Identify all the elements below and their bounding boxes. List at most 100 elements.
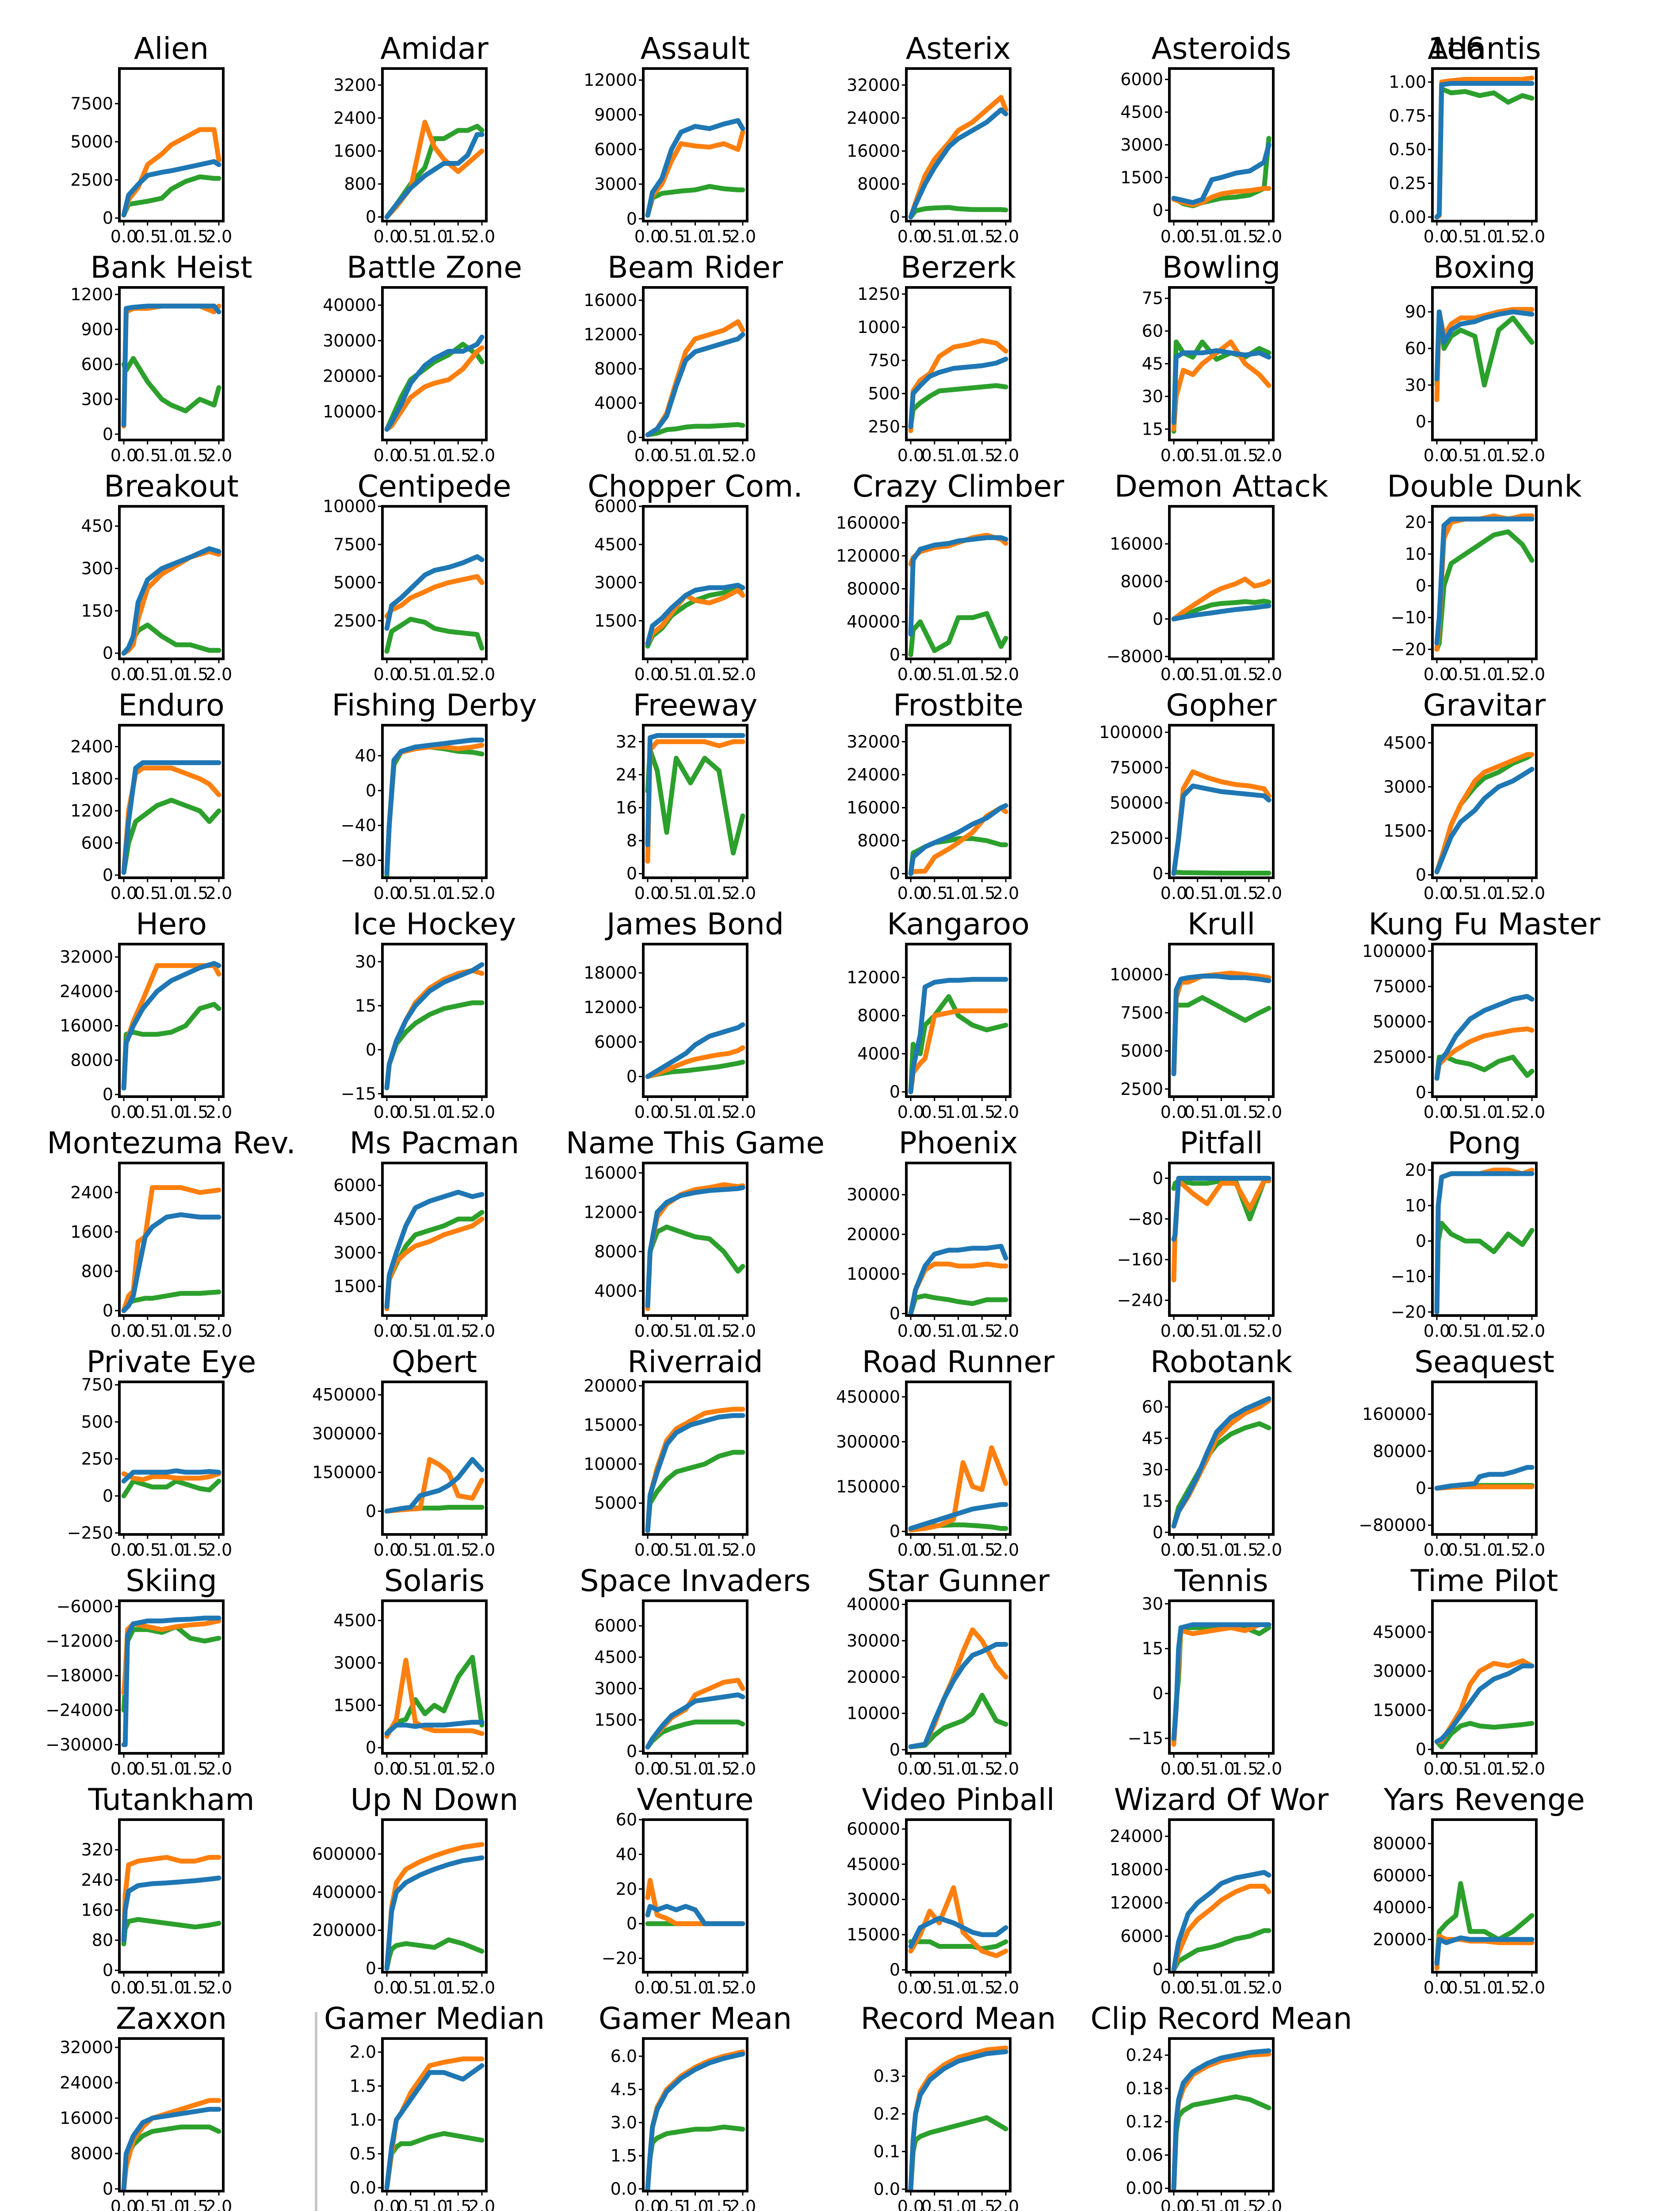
series-line-dreamerv2 [645,332,745,437]
x-tick-label: 0.5 [1447,665,1474,684]
series-line-no-reinforce [121,798,221,875]
x-tick-label: 1.0 [945,1978,971,1997]
x-tick-label: 1.0 [945,1102,971,1122]
y-tick-label: 150000 [836,1477,900,1496]
x-tick-label: 1.0 [1471,227,1497,246]
x-tick-label: 0.0 [111,1540,137,1560]
y-tick-label: 0.18 [1126,2079,1163,2098]
series-line-dreamerv2 [384,2063,485,2190]
series-line-dreamerv2 [121,546,221,656]
panel-title: Crazy Climber [852,469,1064,504]
y-tick-label: 40000 [847,1595,900,1614]
x-tick-label: 0.5 [1447,446,1474,465]
y-tick-label: −6000 [56,1597,113,1616]
x-tick-label: 0.0 [1161,884,1187,903]
y-tick-label: 600 [81,833,113,853]
y-tick-label: −8000 [1106,647,1163,666]
x-tick-label: 1.0 [682,1978,708,1997]
y-tick-label: 50000 [1110,793,1163,813]
y-tick-label: 24000 [847,108,900,128]
x-tick-label: 0.5 [397,227,424,246]
series-line-dreamerv2 [121,1212,221,1313]
panel-title: Tennis [1174,1564,1268,1599]
series-line-dreamerv2 [645,1185,745,1308]
x-tick-label: 1.5 [969,1321,995,1341]
chart-panel-hero: Hero 0 8000 16000 24000 32000 0.0 0.5 1.0 1.5 2.0 [0,893,265,1122]
x-tick-label: 2.0 [993,1102,1019,1122]
y-tick-label: 6000 [1120,70,1163,89]
x-tick-label: 0.5 [1184,665,1211,684]
y-tick-label: 30 [1142,1594,1163,1614]
x-tick-label: 0.0 [897,446,924,465]
x-tick-label: 1.0 [421,227,447,246]
y-tick-label: 0 [366,781,376,800]
plot-frame [642,2037,748,2192]
x-tick-label: 1.0 [682,1759,708,1779]
y-tick-label: 32000 [60,2038,113,2057]
summary-divider [315,2012,317,2211]
series-line-dreamerv2 [121,961,221,1091]
x-tick-label: 0.0 [1161,665,1187,684]
y-tick-label: 10000 [847,1704,900,1723]
y-tick-label: 0 [890,1304,900,1324]
y-tick-label: 0 [1153,1684,1163,1703]
x-tick-label: 0.0 [1424,1321,1450,1341]
x-tick-label: 0.0 [111,446,137,465]
y-tick-label: 1.5 [611,2146,637,2165]
x-tick-label: 1.5 [1232,665,1258,684]
y-tick-label: 0 [1153,1522,1163,1542]
panel-title: Kung Fu Master [1368,907,1600,942]
y-tick-label: 0 [1416,1083,1426,1102]
x-tick-label: 0.5 [1447,1759,1474,1779]
x-tick-label: 1.0 [1471,1540,1497,1560]
x-tick-label: 2.0 [729,1540,756,1560]
plot-frame [642,286,748,441]
y-tick-label: 240 [81,1870,113,1890]
y-tick-label: 3000 [1120,135,1163,155]
x-tick-label: 0.5 [1184,1321,1211,1341]
panel-title: Fishing Derby [332,688,537,723]
y-tick-label: 300000 [312,1424,376,1443]
y-tick-label: 500 [868,384,900,403]
y-tick-label: 32000 [847,732,900,751]
x-tick-label: 2.0 [1519,1978,1545,1997]
series-line-no-reinforce [1171,1421,1271,1529]
y-tick-label: 160 [81,1900,113,1920]
x-tick-label: 1.5 [969,1102,995,1122]
x-tick-label: 1.5 [445,1759,471,1779]
y-tick-label: 450000 [836,1387,900,1407]
x-tick-label: 1.0 [158,2197,184,2211]
chart-panel-alien: Alien 0 2500 5000 7500 0.0 0.5 1.0 1.5 2.0 [0,18,265,246]
x-tick-label: 0.5 [1184,1540,1211,1560]
x-tick-label: 0.0 [1424,1540,1450,1560]
y-tick-label: 1.0 [350,2110,376,2130]
chart-panel-space-invaders: Space Invaders 0 1500 3000 4500 6000 0.0 0.5 1.0… [524,1550,810,1779]
y-tick-label: 80 [92,1931,113,1950]
panel-title: Hero [136,907,207,942]
x-tick-label: 0.0 [634,446,661,465]
x-tick-label: 0.0 [374,1321,400,1341]
x-tick-label: 1.0 [945,665,971,684]
panel-title: Seaquest [1414,1345,1554,1380]
plot-frame [1168,505,1275,660]
x-tick-label: 2.0 [1256,2197,1282,2211]
y-tick-label: 60000 [1373,1866,1426,1885]
y-tick-label: 60 [1142,321,1163,341]
chart-panel-breakout: Breakout 0 150 300 450 0.0 0.5 1.0 1.5 2.0 [0,455,265,684]
x-tick-label: 0.0 [1161,1540,1187,1560]
chart-panel-kung-fu-master: Kung Fu Master 0 25000 50000 75000 100000 0.0 0… [1313,893,1600,1122]
x-tick-label: 0.0 [897,884,924,903]
series-line-no-reinforce [1434,1055,1535,1081]
series-line-no-reinforce [384,1655,485,1736]
series-line-no-straight-through [121,1471,221,1482]
series-line-no-reinforce [645,747,745,856]
y-tick-label: −20 [602,1949,637,1968]
series-line-dreamerv2 [1171,142,1271,205]
x-tick-label: 0.0 [634,1978,661,1997]
y-tick-label: 45 [1142,1429,1163,1448]
y-tick-label: 60 [616,1810,637,1829]
y-tick-label: 80000 [847,579,900,598]
x-tick-label: 0.0 [1424,884,1450,903]
y-tick-label: 20 [1405,513,1426,532]
y-tick-label: 50000 [1373,1012,1426,1032]
